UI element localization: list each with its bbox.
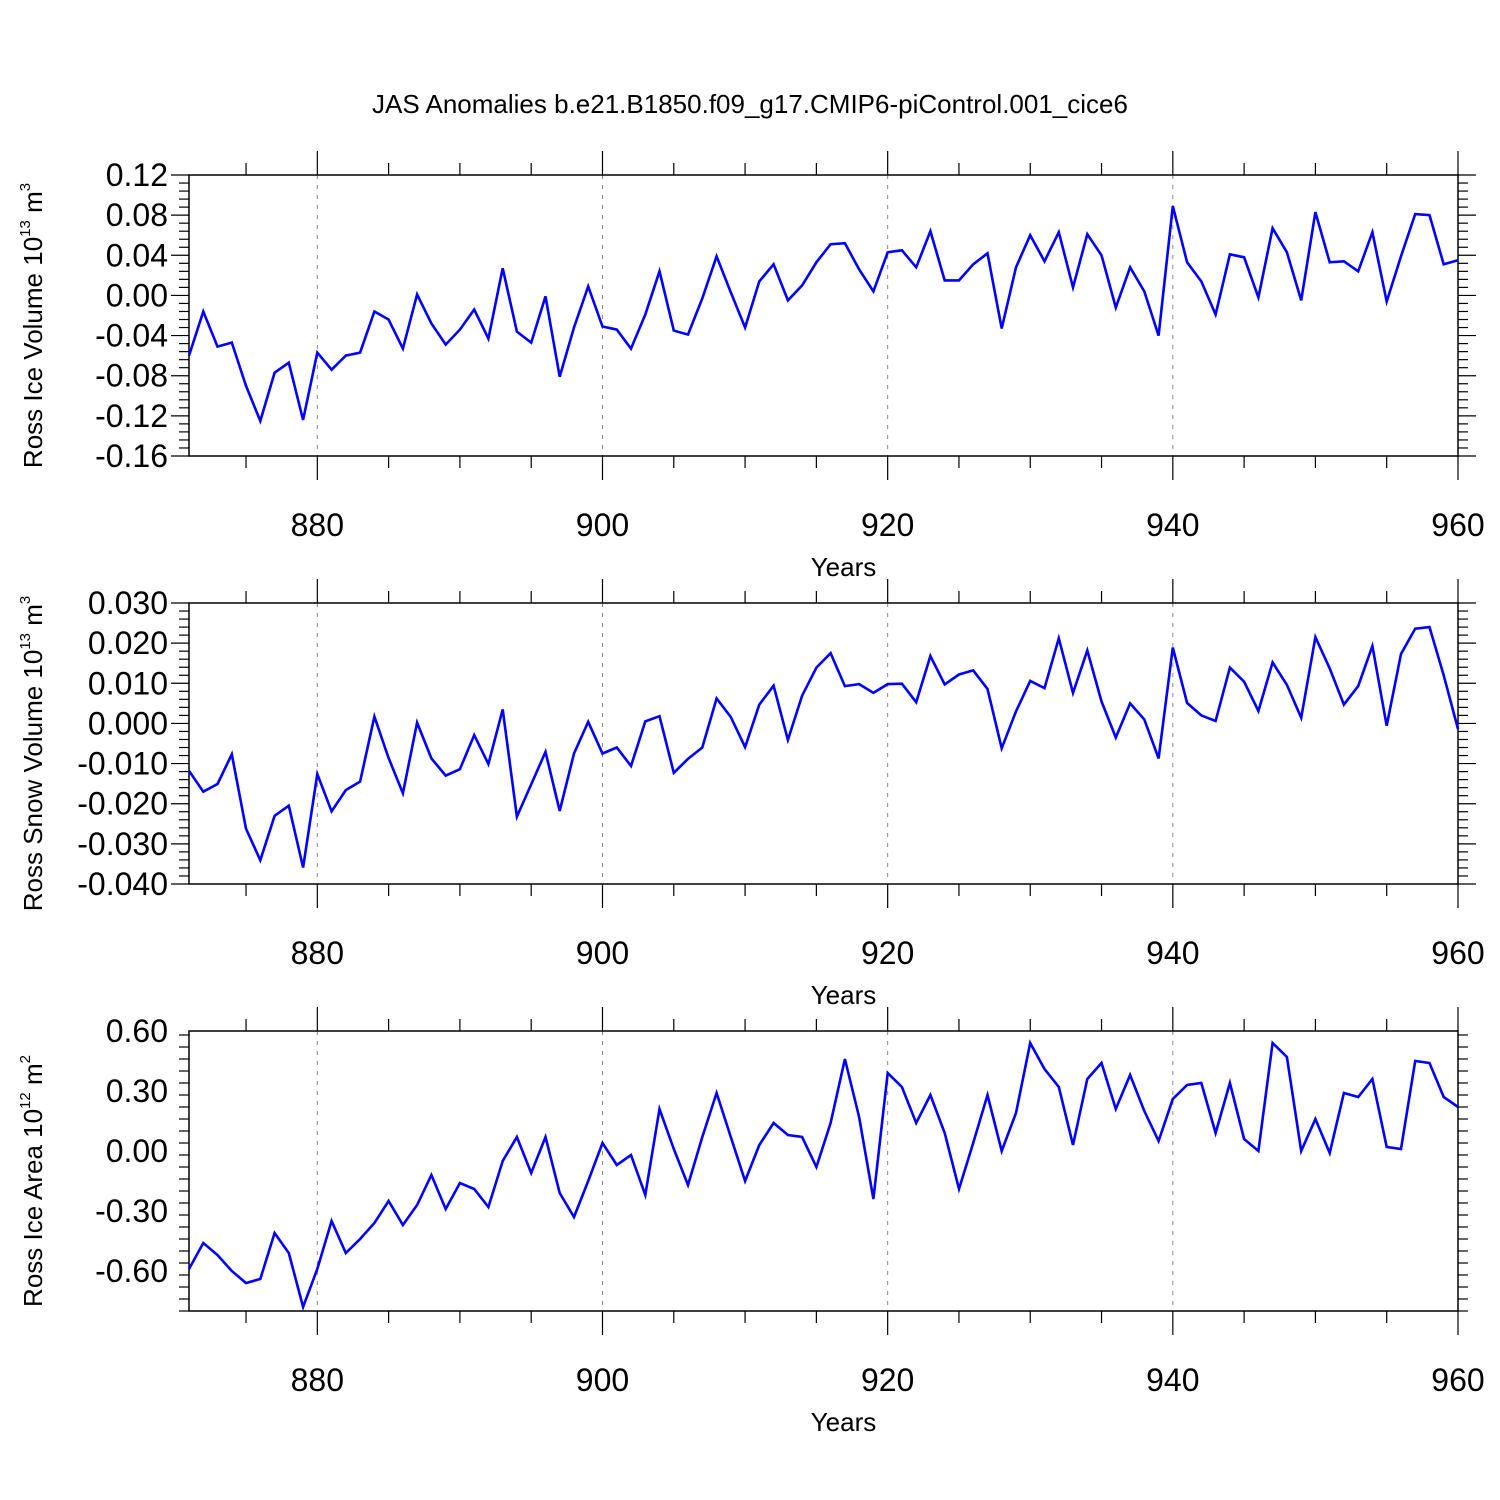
x-tick-label: 880 bbox=[291, 935, 344, 971]
y-axis-label-superscript: 13 bbox=[17, 633, 34, 650]
x-tick-label: 920 bbox=[861, 935, 914, 971]
y-tick-label: -0.60 bbox=[95, 1253, 168, 1289]
y-axis-label-text: m bbox=[18, 1063, 48, 1092]
y-tick-label: 0.08 bbox=[106, 197, 168, 233]
y-tick-label: 0.12 bbox=[106, 157, 168, 193]
y-axis-label-text: Ross Ice Volume 10 bbox=[18, 237, 48, 468]
x-tick-label: 900 bbox=[576, 1362, 629, 1398]
y-axis-label-text: m bbox=[18, 604, 48, 633]
y-axis-label-superscript: 3 bbox=[17, 596, 34, 604]
x-tick-label: 920 bbox=[861, 1362, 914, 1398]
chart-panel-1: 0.12 0.08 0.04 0.00 -0.04 -0.08 -0.12 -0.16 880 9… bbox=[17, 151, 1485, 582]
y-tick-label: -0.16 bbox=[95, 438, 168, 474]
y-tick-label: 0.60 bbox=[106, 1013, 168, 1049]
y-axis-label: Ross Snow Volume 1013 m3 bbox=[17, 596, 48, 912]
y-tick-label: 0.020 bbox=[88, 625, 168, 661]
y-tick-label: -0.12 bbox=[95, 398, 168, 434]
y-tick-label: -0.040 bbox=[77, 866, 168, 902]
y-tick-label: 0.000 bbox=[88, 705, 168, 741]
y-axis-label-superscript: 3 bbox=[17, 183, 34, 191]
x-tick-label: 940 bbox=[1146, 507, 1199, 543]
x-tick-label: 880 bbox=[291, 507, 344, 543]
y-axis-label-superscript: 12 bbox=[17, 1092, 34, 1109]
y-tick-label: -0.020 bbox=[77, 786, 168, 822]
y-tick-label: 0.030 bbox=[88, 585, 168, 621]
plot-frame bbox=[188, 174, 1459, 457]
y-axis-label-text: m bbox=[18, 191, 48, 220]
x-tick-label: 960 bbox=[1431, 935, 1484, 971]
x-axis-label: Years bbox=[811, 1407, 877, 1437]
y-tick-label: -0.04 bbox=[95, 318, 168, 354]
y-tick-label: 0.010 bbox=[88, 665, 168, 701]
y-axis-label: Ross Ice Area 1012 m2 bbox=[17, 1055, 48, 1307]
y-tick-label: -0.08 bbox=[95, 358, 168, 394]
chart-panel-3: 0.60 0.30 0.00 -0.30 -0.60 880 900 920 940 960 Yea… bbox=[17, 1007, 1485, 1437]
plot-frame bbox=[188, 1030, 1459, 1312]
y-axis-label-superscript: 2 bbox=[17, 1055, 34, 1063]
series-line bbox=[187, 1039, 1459, 1312]
x-tick-label: 900 bbox=[576, 935, 629, 971]
plot-frame bbox=[188, 602, 1459, 885]
chart-title: JAS Anomalies b.e21.B1850.f09_g17.CMIP6-… bbox=[372, 89, 1128, 119]
x-tick-label: 880 bbox=[291, 1362, 344, 1398]
y-axis-label: Ross Ice Volume 1013 m3 bbox=[17, 183, 48, 468]
chart-panel-2: 0.030 0.020 0.010 0.000 -0.010 -0.020 -0.030 -0… bbox=[17, 579, 1485, 1010]
y-tick-label: -0.030 bbox=[77, 826, 168, 862]
x-tick-label: 940 bbox=[1146, 1362, 1199, 1398]
x-axis-label: Years bbox=[811, 552, 877, 582]
y-axis-label-text: Ross Ice Area 10 bbox=[18, 1109, 48, 1307]
y-axis-label-text: Ross Snow Volume 10 bbox=[18, 650, 48, 912]
y-tick-label: 0.00 bbox=[106, 277, 168, 313]
y-tick-label: -0.010 bbox=[77, 746, 168, 782]
x-axis-label: Years bbox=[811, 980, 877, 1010]
x-tick-label: 920 bbox=[861, 507, 914, 543]
series-line bbox=[187, 205, 1459, 425]
x-tick-label: 960 bbox=[1431, 507, 1484, 543]
x-tick-label: 960 bbox=[1431, 1362, 1484, 1398]
y-tick-label: -0.30 bbox=[95, 1193, 168, 1229]
y-axis-label-superscript: 13 bbox=[17, 220, 34, 237]
y-tick-label: 0.04 bbox=[106, 237, 168, 273]
y-tick-label: 0.30 bbox=[106, 1073, 168, 1109]
x-tick-label: 900 bbox=[576, 507, 629, 543]
y-tick-label: 0.00 bbox=[106, 1133, 168, 1169]
series-line bbox=[187, 625, 1460, 868]
x-tick-label: 940 bbox=[1146, 935, 1199, 971]
